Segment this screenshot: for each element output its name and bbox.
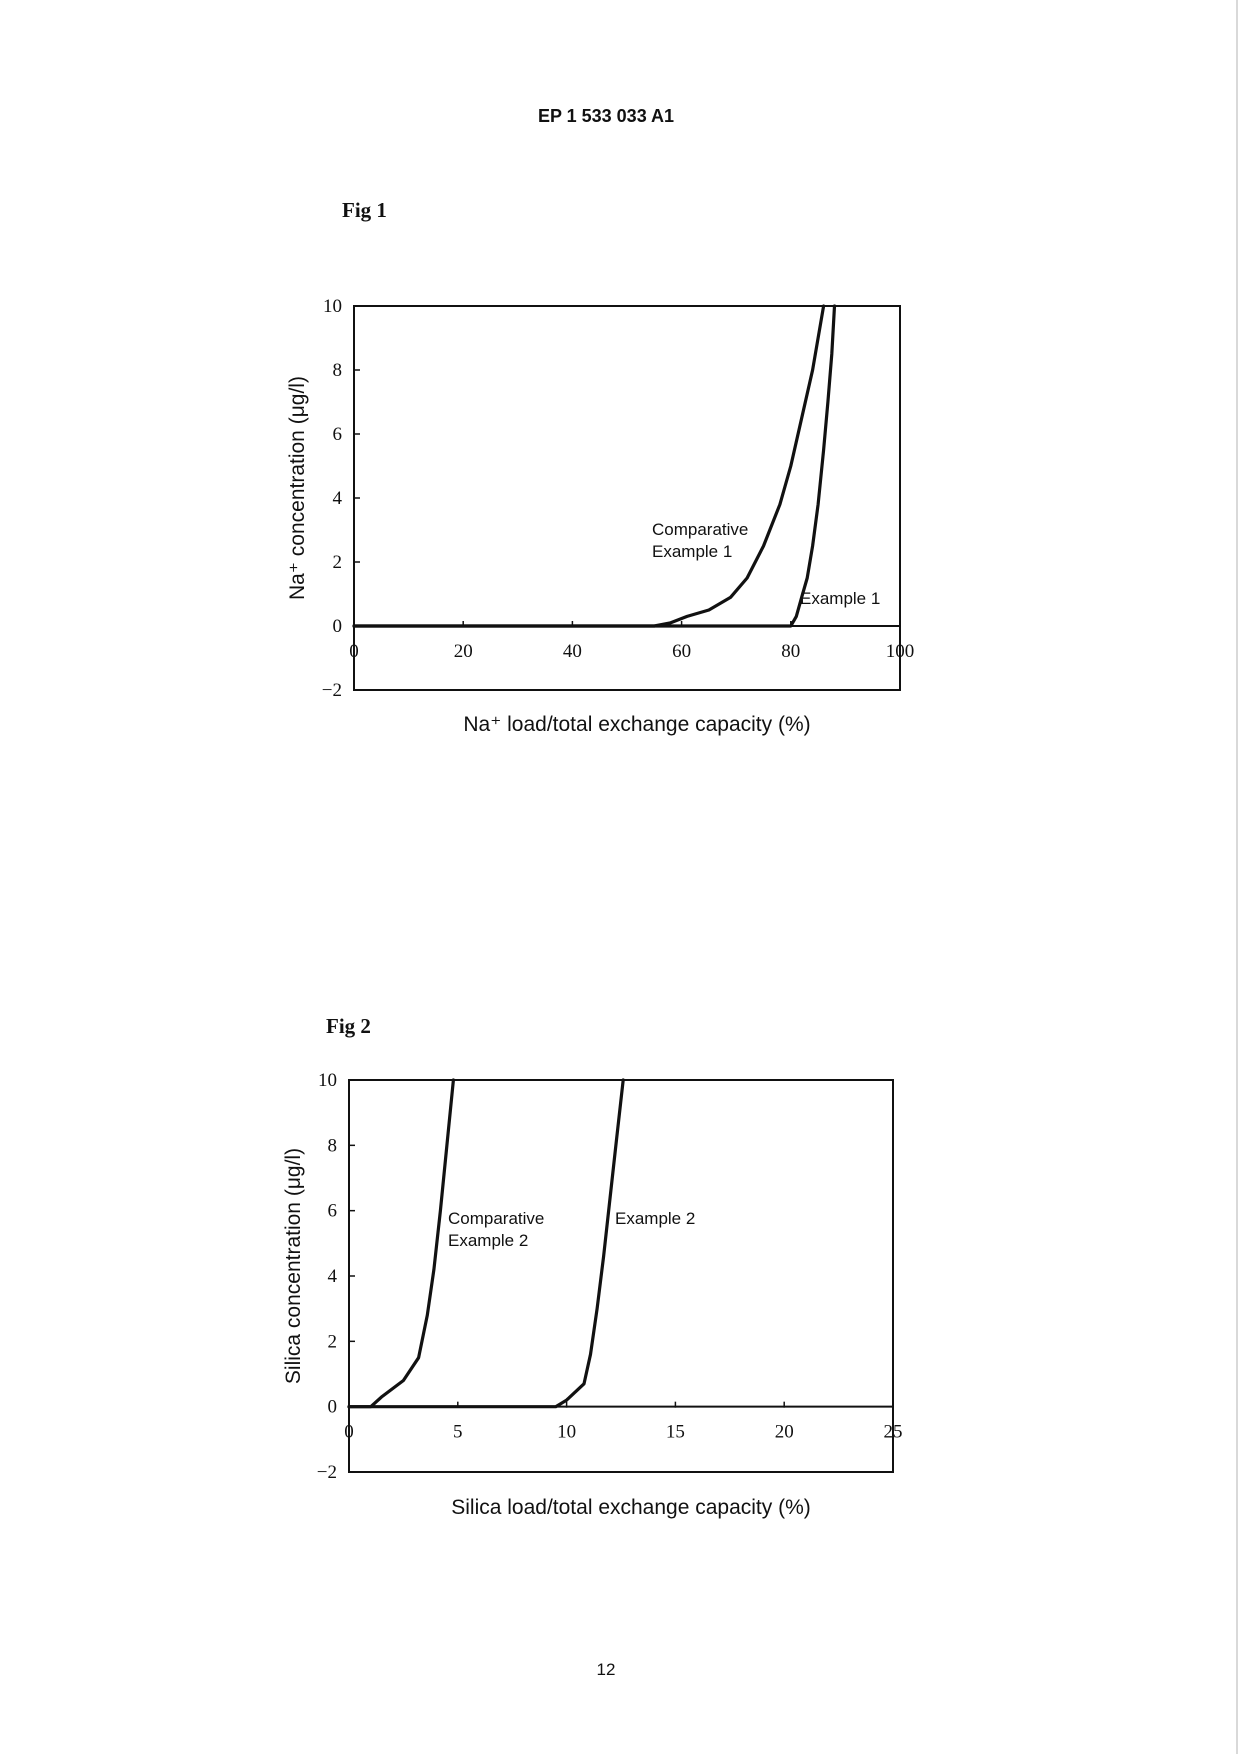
x-tick-label: 0: [344, 1422, 354, 1443]
series-label-2: Example 2: [615, 1209, 695, 1228]
y-tick-label: 8: [328, 1135, 338, 1156]
x-tick-label: 25: [884, 1422, 903, 1443]
x-tick-label: 60: [672, 641, 691, 662]
document-header: EP 1 533 033 A1: [537, 106, 675, 126]
x-tick-label: 20: [775, 1422, 794, 1443]
y-axis-title: Silica concentration (μg/l): [282, 1148, 305, 1384]
x-tick-label: 100: [886, 641, 915, 662]
series-label-1: Comparative: [448, 1209, 544, 1228]
y-tick-label: 2: [333, 552, 343, 573]
figure-2-label: Fig 2: [326, 1014, 371, 1038]
x-tick-label: 80: [781, 641, 800, 662]
y-tick-label: 10: [323, 296, 342, 317]
x-tick-label: 20: [454, 641, 473, 662]
y-tick-label: 6: [333, 424, 343, 445]
series-line-1: [347, 1078, 455, 1409]
y-tick-label: 0: [333, 616, 343, 637]
y-tick-label: 10: [318, 1070, 337, 1091]
x-axis-title: Na⁺ load/total exchange capacity (%): [463, 713, 810, 736]
x-tick-label: 15: [666, 1422, 685, 1443]
chart-2: −2 0 2 4 6 8 10 0 5 10 15 20 25 Silica load/total exc…: [282, 1070, 903, 1519]
y-tick-label: 8: [333, 360, 343, 381]
series-line-2: [347, 1078, 625, 1409]
series-line-2: [352, 304, 837, 628]
y-tick-label: −2: [322, 680, 342, 701]
series-label-1: Example 2: [448, 1231, 528, 1250]
series-line-1: [352, 304, 826, 628]
x-tick-label: 5: [453, 1422, 463, 1443]
x-tick-label: 40: [563, 641, 582, 662]
plot-frame: [348, 1079, 894, 1473]
y-tick-label: 0: [328, 1397, 338, 1418]
page-edge-rule: [1236, 0, 1238, 1754]
y-tick-label: 4: [333, 488, 343, 509]
x-tick-label: 10: [557, 1422, 576, 1443]
y-axis-title: Na⁺ concentration (μg/l): [286, 376, 309, 600]
y-tick-label: 2: [328, 1331, 338, 1352]
figure-1-label: Fig 1: [342, 198, 387, 222]
x-tick-label: 0: [349, 641, 359, 662]
series-label-1: Comparative: [652, 520, 748, 539]
x-axis-title: Silica load/total exchange capacity (%): [451, 1496, 811, 1519]
y-tick-label: −2: [317, 1462, 337, 1483]
page-number: 12: [596, 1660, 616, 1679]
y-tick-label: 6: [328, 1201, 338, 1222]
series-label-1: Example 1: [652, 542, 732, 561]
y-tick-label: 4: [328, 1266, 338, 1287]
series-label-2: Example 1: [800, 589, 880, 608]
